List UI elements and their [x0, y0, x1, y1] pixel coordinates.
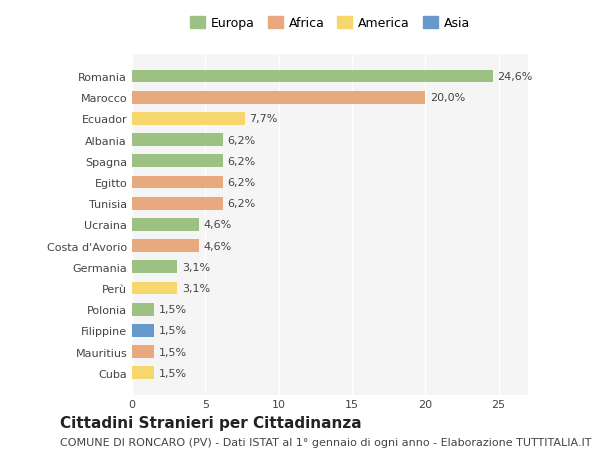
Text: Cittadini Stranieri per Cittadinanza: Cittadini Stranieri per Cittadinanza	[60, 415, 362, 430]
Text: 1,5%: 1,5%	[158, 326, 187, 336]
Text: 20,0%: 20,0%	[430, 93, 465, 103]
Bar	[132, 176, 223, 189]
Bar	[132, 71, 493, 83]
Bar	[132, 240, 199, 252]
Bar	[132, 346, 154, 358]
Text: 4,6%: 4,6%	[204, 241, 232, 251]
Text: 6,2%: 6,2%	[227, 199, 256, 209]
Text: 3,1%: 3,1%	[182, 262, 210, 272]
Text: 3,1%: 3,1%	[182, 283, 210, 293]
Bar	[132, 261, 178, 274]
Bar	[132, 367, 154, 379]
Text: 6,2%: 6,2%	[227, 135, 256, 146]
Bar	[132, 113, 245, 125]
Bar	[132, 303, 154, 316]
Text: 1,5%: 1,5%	[158, 368, 187, 378]
Bar	[132, 325, 154, 337]
Text: 7,7%: 7,7%	[250, 114, 278, 124]
Bar	[132, 92, 425, 104]
Text: 6,2%: 6,2%	[227, 157, 256, 167]
Bar	[132, 197, 223, 210]
Text: 1,5%: 1,5%	[158, 304, 187, 314]
Text: 4,6%: 4,6%	[204, 220, 232, 230]
Text: 1,5%: 1,5%	[158, 347, 187, 357]
Bar	[132, 218, 199, 231]
Bar	[132, 155, 223, 168]
Bar	[132, 134, 223, 147]
Text: COMUNE DI RONCARO (PV) - Dati ISTAT al 1° gennaio di ogni anno - Elaborazione TU: COMUNE DI RONCARO (PV) - Dati ISTAT al 1…	[60, 437, 592, 447]
Legend: Europa, Africa, America, Asia: Europa, Africa, America, Asia	[190, 17, 470, 30]
Text: 24,6%: 24,6%	[497, 72, 533, 82]
Text: 6,2%: 6,2%	[227, 178, 256, 188]
Bar	[132, 282, 178, 295]
